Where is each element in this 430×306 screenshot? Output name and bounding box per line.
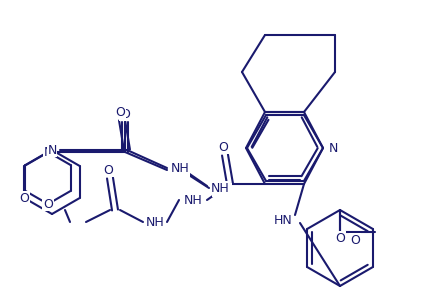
Text: O: O	[120, 107, 130, 121]
Text: HN: HN	[273, 214, 292, 226]
Text: NH: NH	[213, 184, 232, 196]
Text: O: O	[43, 197, 53, 211]
Text: O: O	[115, 106, 125, 118]
Text: NH: NH	[146, 215, 164, 229]
Text: NH: NH	[171, 162, 190, 174]
Text: NH: NH	[184, 193, 203, 207]
Text: O: O	[350, 233, 360, 247]
Text: N: N	[43, 145, 53, 159]
Text: O: O	[218, 140, 228, 154]
Text: N: N	[328, 141, 338, 155]
Text: O: O	[335, 232, 345, 244]
Text: O: O	[103, 163, 113, 177]
Text: N: N	[47, 144, 57, 156]
Text: NH: NH	[171, 163, 190, 177]
Text: N: N	[329, 141, 338, 155]
Text: NH: NH	[211, 181, 230, 195]
Text: O: O	[19, 192, 29, 204]
